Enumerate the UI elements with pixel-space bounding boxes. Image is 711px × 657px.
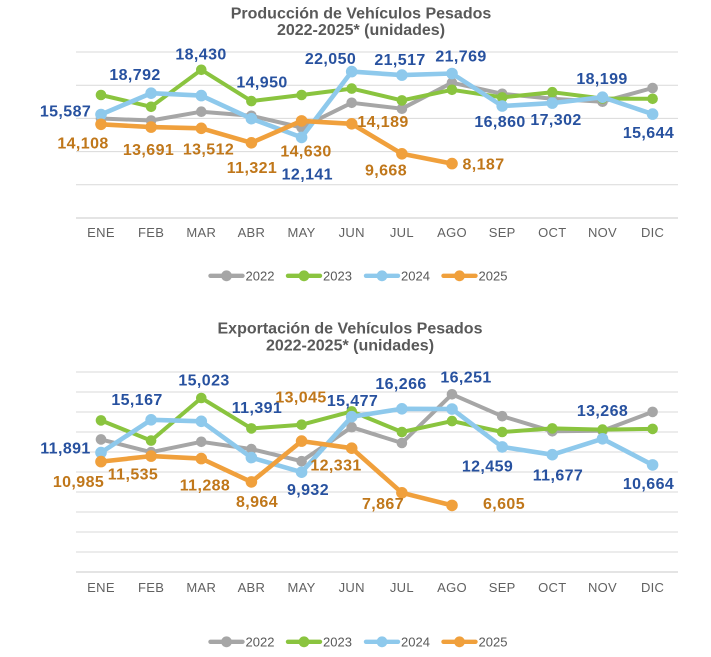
svg-text:JUL: JUL — [390, 225, 414, 240]
svg-text:2022: 2022 — [246, 268, 275, 283]
svg-text:18,792: 18,792 — [109, 67, 160, 84]
svg-text:11,288: 11,288 — [180, 477, 230, 494]
svg-text:MAR: MAR — [186, 225, 216, 240]
svg-text:16,251: 16,251 — [440, 369, 491, 386]
svg-text:11,677: 11,677 — [533, 467, 583, 484]
svg-text:11,321: 11,321 — [227, 160, 277, 177]
svg-text:15,023: 15,023 — [178, 372, 229, 389]
svg-text:21,517: 21,517 — [374, 52, 425, 69]
svg-text:NOV: NOV — [588, 225, 617, 240]
svg-text:ENE: ENE — [87, 225, 115, 240]
svg-text:2024: 2024 — [401, 634, 430, 649]
svg-text:2024: 2024 — [401, 268, 430, 283]
svg-text:SEP: SEP — [489, 580, 516, 595]
svg-text:ABR: ABR — [238, 225, 266, 240]
svg-text:2022-2025* (unidades): 2022-2025* (unidades) — [277, 22, 445, 39]
svg-text:OCT: OCT — [538, 225, 566, 240]
svg-text:17,302: 17,302 — [530, 112, 581, 129]
svg-text:MAY: MAY — [288, 580, 316, 595]
svg-text:MAR: MAR — [186, 580, 216, 595]
svg-text:DIC: DIC — [641, 225, 664, 240]
svg-text:11,391: 11,391 — [232, 400, 282, 417]
svg-text:9,932: 9,932 — [287, 482, 329, 499]
svg-text:16,266: 16,266 — [375, 376, 426, 393]
svg-text:JUL: JUL — [390, 580, 414, 595]
svg-text:13,268: 13,268 — [577, 403, 628, 420]
svg-text:14,950: 14,950 — [236, 75, 287, 92]
svg-text:JUN: JUN — [339, 580, 365, 595]
svg-text:ABR: ABR — [238, 580, 266, 595]
svg-text:12,459: 12,459 — [462, 458, 513, 475]
svg-text:2023: 2023 — [323, 634, 352, 649]
svg-text:NOV: NOV — [588, 580, 617, 595]
svg-text:FEB: FEB — [138, 580, 164, 595]
svg-text:ENE: ENE — [87, 580, 115, 595]
svg-text:JUN: JUN — [339, 225, 365, 240]
svg-text:14,108: 14,108 — [57, 135, 108, 152]
svg-text:8,187: 8,187 — [462, 156, 504, 173]
svg-text:OCT: OCT — [538, 580, 566, 595]
svg-text:18,430: 18,430 — [175, 47, 226, 64]
svg-text:SEP: SEP — [489, 225, 516, 240]
svg-text:11,535: 11,535 — [108, 466, 158, 483]
svg-text:10,664: 10,664 — [623, 476, 674, 493]
svg-text:2025: 2025 — [479, 268, 508, 283]
svg-text:15,587: 15,587 — [40, 103, 91, 120]
svg-text:13,045: 13,045 — [275, 389, 326, 406]
svg-text:14,189: 14,189 — [357, 114, 408, 131]
svg-text:18,199: 18,199 — [576, 71, 627, 88]
svg-text:12,331: 12,331 — [310, 457, 361, 474]
svg-text:13,691: 13,691 — [123, 142, 174, 159]
svg-text:10,985: 10,985 — [53, 474, 104, 491]
svg-text:7,867: 7,867 — [362, 496, 404, 513]
svg-text:Exportación de Vehículos Pesad: Exportación de Vehículos Pesados — [218, 321, 483, 338]
svg-text:15,477: 15,477 — [327, 393, 378, 410]
svg-text:14,630: 14,630 — [280, 143, 331, 160]
svg-text:2022: 2022 — [246, 634, 275, 649]
svg-text:15,644: 15,644 — [623, 125, 674, 142]
svg-text:AGO: AGO — [437, 225, 467, 240]
svg-text:9,668: 9,668 — [365, 162, 407, 179]
svg-text:13,512: 13,512 — [183, 142, 234, 159]
svg-text:6,605: 6,605 — [483, 496, 525, 513]
svg-text:2022-2025* (unidades): 2022-2025* (unidades) — [266, 338, 434, 355]
svg-text:DIC: DIC — [641, 580, 664, 595]
svg-text:16,860: 16,860 — [474, 114, 525, 131]
svg-text:8,964: 8,964 — [236, 494, 278, 511]
svg-text:21,769: 21,769 — [435, 48, 486, 65]
svg-text:22,050: 22,050 — [305, 51, 356, 68]
svg-text:12,141: 12,141 — [282, 166, 333, 183]
svg-text:11,891: 11,891 — [40, 440, 90, 457]
svg-text:FEB: FEB — [138, 225, 164, 240]
svg-text:AGO: AGO — [437, 580, 467, 595]
svg-text:15,167: 15,167 — [111, 392, 162, 409]
svg-text:MAY: MAY — [288, 225, 316, 240]
svg-text:2025: 2025 — [479, 634, 508, 649]
svg-text:Producción de Vehículos Pesado: Producción de Vehículos Pesados — [231, 6, 492, 23]
svg-text:2023: 2023 — [323, 268, 352, 283]
